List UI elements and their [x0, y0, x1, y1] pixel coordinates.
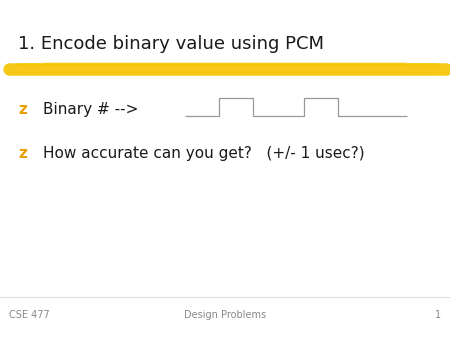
Text: Design Problems: Design Problems [184, 310, 266, 320]
Text: CSE 477: CSE 477 [9, 310, 50, 320]
Text: Binary # -->: Binary # --> [43, 102, 138, 117]
Text: 1: 1 [435, 310, 441, 320]
Text: How accurate can you get?   (+/- 1 usec?): How accurate can you get? (+/- 1 usec?) [43, 146, 365, 161]
Text: 1. Encode binary value using PCM: 1. Encode binary value using PCM [18, 35, 324, 53]
Text: z: z [18, 102, 27, 117]
Text: z: z [18, 146, 27, 161]
